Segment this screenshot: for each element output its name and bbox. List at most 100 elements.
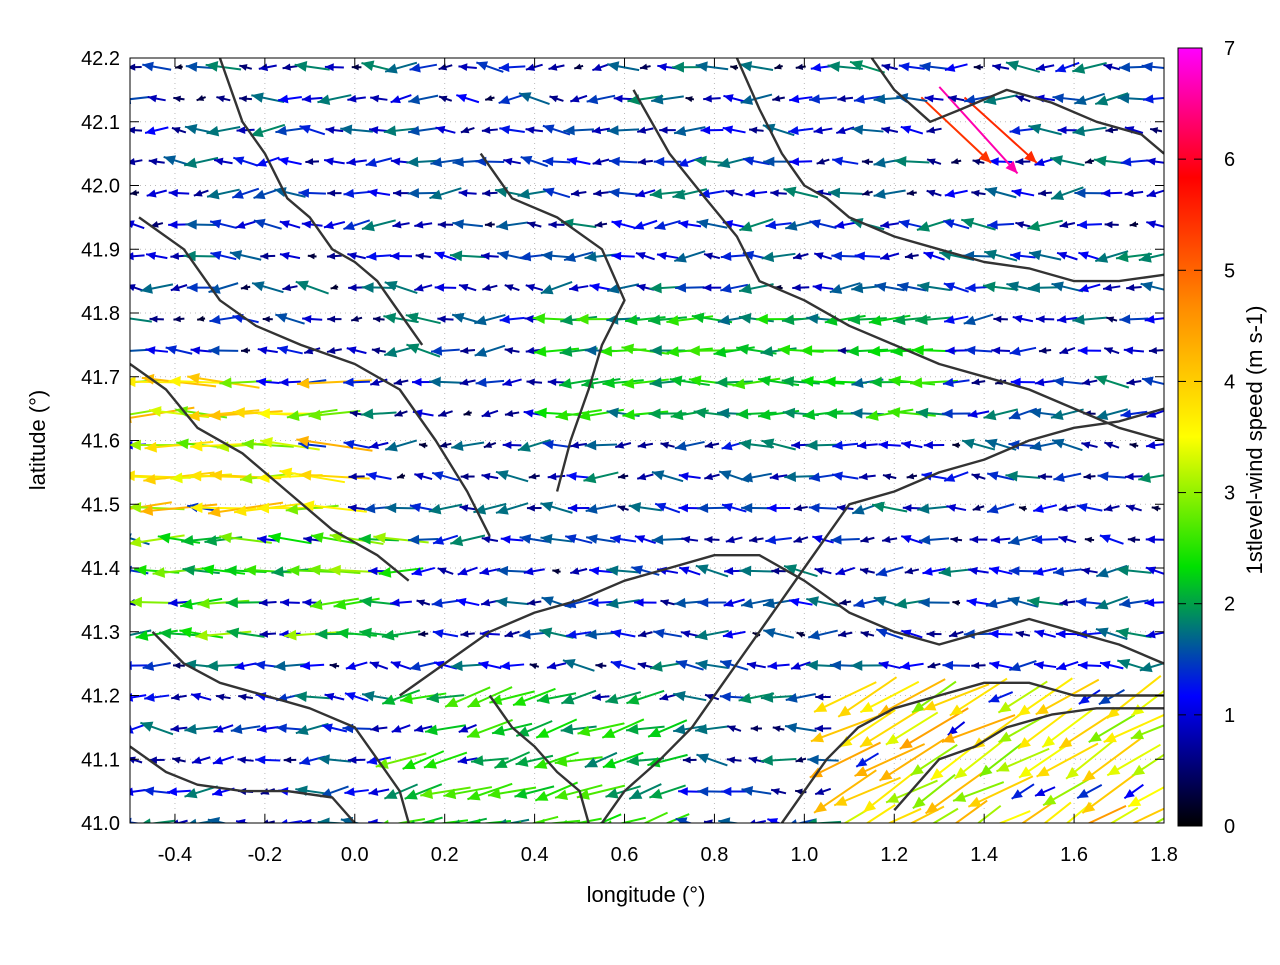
wind-arrow-head <box>622 378 635 389</box>
wind-arrow-shaft <box>124 255 144 256</box>
wind-arrow <box>836 568 855 576</box>
wind-arrow-head <box>1078 251 1088 259</box>
wind-arrow <box>739 566 773 577</box>
wind-arrow-head <box>258 346 268 354</box>
wind-arrow-head <box>408 188 419 198</box>
wind-arrow-head <box>541 251 553 261</box>
wind-arrow <box>346 662 367 670</box>
wind-arrow <box>786 819 815 829</box>
wind-arrow <box>585 440 617 450</box>
wind-arrow <box>567 157 590 166</box>
wind-arrow <box>482 126 498 133</box>
wind-arrow-head <box>408 535 419 545</box>
wind-arrow-head <box>207 189 220 199</box>
wind-arrow <box>611 252 634 261</box>
wind-arrow-head <box>548 473 557 481</box>
wind-arrow <box>505 284 520 291</box>
wind-arrow <box>592 693 609 701</box>
wind-arrow <box>883 473 896 480</box>
wind-arrow <box>460 378 476 385</box>
wind-arrow-head <box>771 568 779 575</box>
wind-arrow <box>1035 787 1055 796</box>
wind-arrow <box>1050 155 1084 166</box>
wind-arrow-head <box>482 189 490 196</box>
wind-arrow-head <box>279 378 289 386</box>
wind-arrow <box>609 188 638 198</box>
wind-arrow-head <box>809 219 820 228</box>
wind-arrow-head <box>800 345 812 356</box>
wind-arrow <box>970 536 988 544</box>
wind-arrow <box>300 661 324 670</box>
wind-arrow-head <box>327 253 335 260</box>
wind-arrow-head <box>366 252 376 261</box>
colorbar-tick-label: 7 <box>1224 38 1235 60</box>
wind-arrow <box>987 504 1014 514</box>
wind-arrow-head <box>497 250 509 260</box>
y-axis-label: latitude (°) <box>25 390 50 491</box>
wind-arrow-head <box>831 251 842 260</box>
wind-arrow-head <box>881 126 890 133</box>
wind-arrow <box>894 156 929 167</box>
wind-arrow-head <box>715 377 727 388</box>
wind-arrow <box>482 284 497 291</box>
wind-arrow <box>808 630 838 640</box>
wind-arrow <box>676 817 704 827</box>
wind-arrow <box>340 125 373 135</box>
wind-arrow <box>526 284 543 291</box>
wind-arrow-head <box>911 764 924 775</box>
wind-arrow-head <box>499 125 510 134</box>
wind-arrow <box>928 662 941 669</box>
wind-arrow <box>1005 471 1040 482</box>
wind-arrow-head <box>756 314 768 325</box>
wind-arrow-head <box>1094 156 1107 167</box>
wind-arrow <box>972 473 986 480</box>
wind-arrow-head <box>197 95 205 101</box>
y-tick-label: 41.3 <box>81 622 120 644</box>
wind-arrow <box>123 693 146 702</box>
wind-arrow <box>368 189 390 197</box>
wind-arrow-head <box>968 567 978 575</box>
wind-arrow-head <box>529 473 537 479</box>
wind-arrow-head <box>180 599 193 610</box>
wind-arrow-head <box>480 567 490 575</box>
colorbar-tick-label: 5 <box>1224 260 1235 282</box>
wind-arrow-head <box>103 470 115 481</box>
wind-arrow-head <box>838 347 846 354</box>
wind-arrow-head <box>370 662 380 669</box>
wind-arrow-head <box>459 189 468 197</box>
wind-arrow <box>971 662 985 669</box>
wind-arrow <box>540 502 572 513</box>
y-axis-ticks: 41.041.141.241.341.441.541.641.741.841.9… <box>81 48 1164 835</box>
wind-arrow <box>173 96 184 102</box>
wind-arrow-head <box>697 598 708 608</box>
wind-arrow <box>837 95 853 102</box>
wind-arrow <box>1016 631 1030 638</box>
wind-arrow-head <box>1008 536 1020 546</box>
wind-arrow <box>726 189 743 196</box>
wind-arrow <box>439 64 453 71</box>
wind-arrow-head <box>481 252 490 260</box>
wind-arrow <box>809 503 837 513</box>
wind-arrow-head <box>361 61 374 71</box>
wind-arrow-head <box>127 127 135 134</box>
wind-arrow-head <box>767 818 778 826</box>
wind-arrow <box>533 819 580 830</box>
wind-arrow <box>1150 127 1162 134</box>
wind-arrow <box>740 61 773 71</box>
wind-arrow-head <box>1100 661 1111 670</box>
wind-arrow <box>659 126 676 133</box>
wind-arrow <box>593 158 610 165</box>
wind-arrow <box>282 284 297 291</box>
wind-arrow-head <box>1138 472 1151 483</box>
wind-arrow <box>295 691 330 702</box>
wind-arrow <box>924 441 944 449</box>
wind-arrow-head <box>172 127 181 134</box>
wind-arrow <box>1101 189 1122 197</box>
wind-arrow-head <box>409 662 420 671</box>
wind-arrow <box>429 188 461 200</box>
wind-arrow <box>429 377 462 387</box>
wind-arrow-head <box>1053 830 1066 840</box>
wind-arrow <box>789 95 812 104</box>
wind-arrow <box>461 473 475 480</box>
